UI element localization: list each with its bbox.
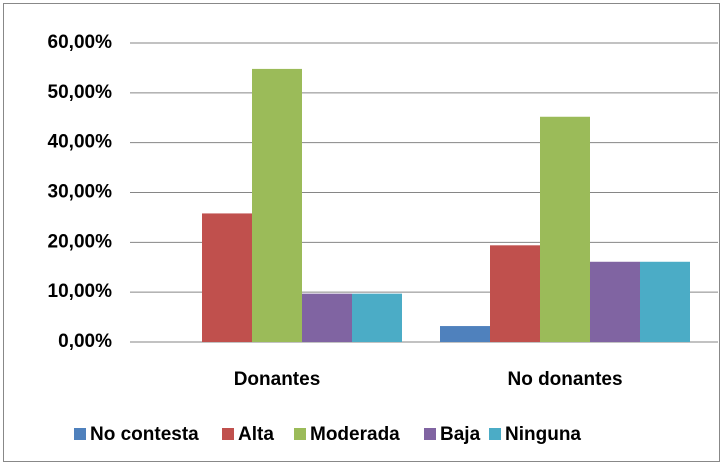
- legend-label: No contesta: [90, 424, 199, 445]
- bar: [640, 261, 690, 342]
- bar: [490, 245, 540, 342]
- y-tick-label: 40,00%: [48, 132, 113, 153]
- y-tick-label: 50,00%: [48, 82, 113, 103]
- legend-swatch: [424, 428, 436, 440]
- x-tick-label: No donantes: [507, 369, 622, 390]
- y-tick-label: 10,00%: [48, 281, 113, 302]
- legend-label: Ninguna: [505, 424, 581, 445]
- legend-label: Moderada: [310, 424, 400, 445]
- legend-swatch: [294, 428, 306, 440]
- bar: [540, 116, 590, 343]
- y-tick-label: 30,00%: [48, 182, 113, 203]
- legend-label: Baja: [440, 424, 481, 445]
- x-tick-label: Donantes: [234, 369, 321, 390]
- legend-label: Alta: [238, 424, 274, 445]
- y-tick-label: 0,00%: [58, 331, 112, 352]
- bar: [252, 68, 302, 342]
- bar: [202, 213, 252, 342]
- y-tick-label: 60,00%: [48, 32, 113, 53]
- y-tick-label: 20,00%: [48, 231, 113, 252]
- legend-swatch: [222, 428, 234, 440]
- legend-swatch: [74, 428, 86, 440]
- bar: [440, 326, 490, 342]
- bar: [302, 293, 352, 342]
- chart-border: [3, 3, 720, 462]
- bar: [352, 293, 402, 342]
- bar: [590, 261, 640, 342]
- legend-swatch: [489, 428, 501, 440]
